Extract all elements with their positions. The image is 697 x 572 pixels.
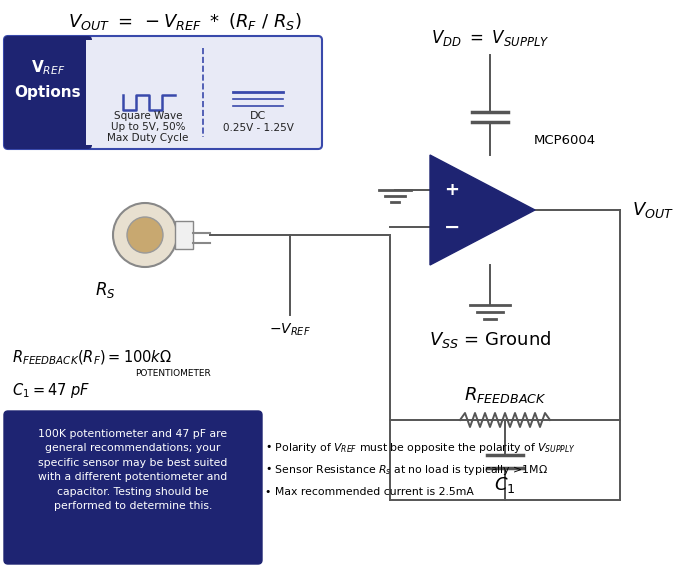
- Text: $V_{OUT}$: $V_{OUT}$: [632, 200, 674, 220]
- Text: −: −: [444, 217, 460, 236]
- Text: $V_{OUT}\ =\ -V_{REF}\ *\ (R_F\ /\ R_S)$: $V_{OUT}\ =\ -V_{REF}\ *\ (R_F\ /\ R_S)$: [68, 11, 302, 33]
- Bar: [86, 40, 96, 145]
- Text: • Sensor Resistance $R_s$ at no load is typically >1M$\Omega$: • Sensor Resistance $R_s$ at no load is …: [265, 463, 548, 477]
- Text: $V_{SS}$ = Ground: $V_{SS}$ = Ground: [429, 329, 551, 351]
- FancyBboxPatch shape: [4, 36, 322, 149]
- Text: 100K potentiometer and 47 pF are
general recommendations; your
specific sensor m: 100K potentiometer and 47 pF are general…: [38, 429, 228, 511]
- Text: Up to 5V, 50%: Up to 5V, 50%: [111, 122, 185, 132]
- Text: Options: Options: [15, 85, 82, 100]
- Text: MCP6004: MCP6004: [534, 133, 596, 146]
- Polygon shape: [430, 155, 535, 265]
- Text: $C_1 = 47\ pF$: $C_1 = 47\ pF$: [12, 380, 91, 399]
- Text: Square Wave: Square Wave: [114, 111, 182, 121]
- FancyBboxPatch shape: [4, 36, 92, 149]
- Text: $-V_{REF}$: $-V_{REF}$: [269, 322, 311, 338]
- Text: $V_{DD}\ =\ V_{SUPPLY}$: $V_{DD}\ =\ V_{SUPPLY}$: [431, 28, 549, 48]
- Circle shape: [113, 203, 177, 267]
- Text: $\mathbf{V}_{REF}$: $\mathbf{V}_{REF}$: [31, 59, 66, 77]
- Text: $C_1$: $C_1$: [494, 475, 516, 495]
- FancyBboxPatch shape: [4, 411, 262, 564]
- Text: $R_{FEEDBACK}$: $R_{FEEDBACK}$: [464, 385, 546, 405]
- Text: POTENTIOMETER: POTENTIOMETER: [135, 368, 210, 378]
- Text: • Polarity of $V_{REF}$ must be opposite the polarity of $V_{SUPPLY}$: • Polarity of $V_{REF}$ must be opposite…: [265, 441, 576, 455]
- Text: $R_S$: $R_S$: [95, 280, 115, 300]
- Text: +: +: [445, 181, 459, 199]
- Circle shape: [127, 217, 163, 253]
- Text: Max Duty Cycle: Max Duty Cycle: [107, 133, 189, 143]
- Bar: [175, 221, 193, 249]
- Text: 0.25V - 1.25V: 0.25V - 1.25V: [222, 123, 293, 133]
- Text: DC: DC: [250, 111, 266, 121]
- Text: • Max recommended current is 2.5mA: • Max recommended current is 2.5mA: [265, 487, 474, 497]
- Text: $R_{FEEDBACK}(R_F) = 100k\Omega$: $R_{FEEDBACK}(R_F) = 100k\Omega$: [12, 349, 172, 367]
